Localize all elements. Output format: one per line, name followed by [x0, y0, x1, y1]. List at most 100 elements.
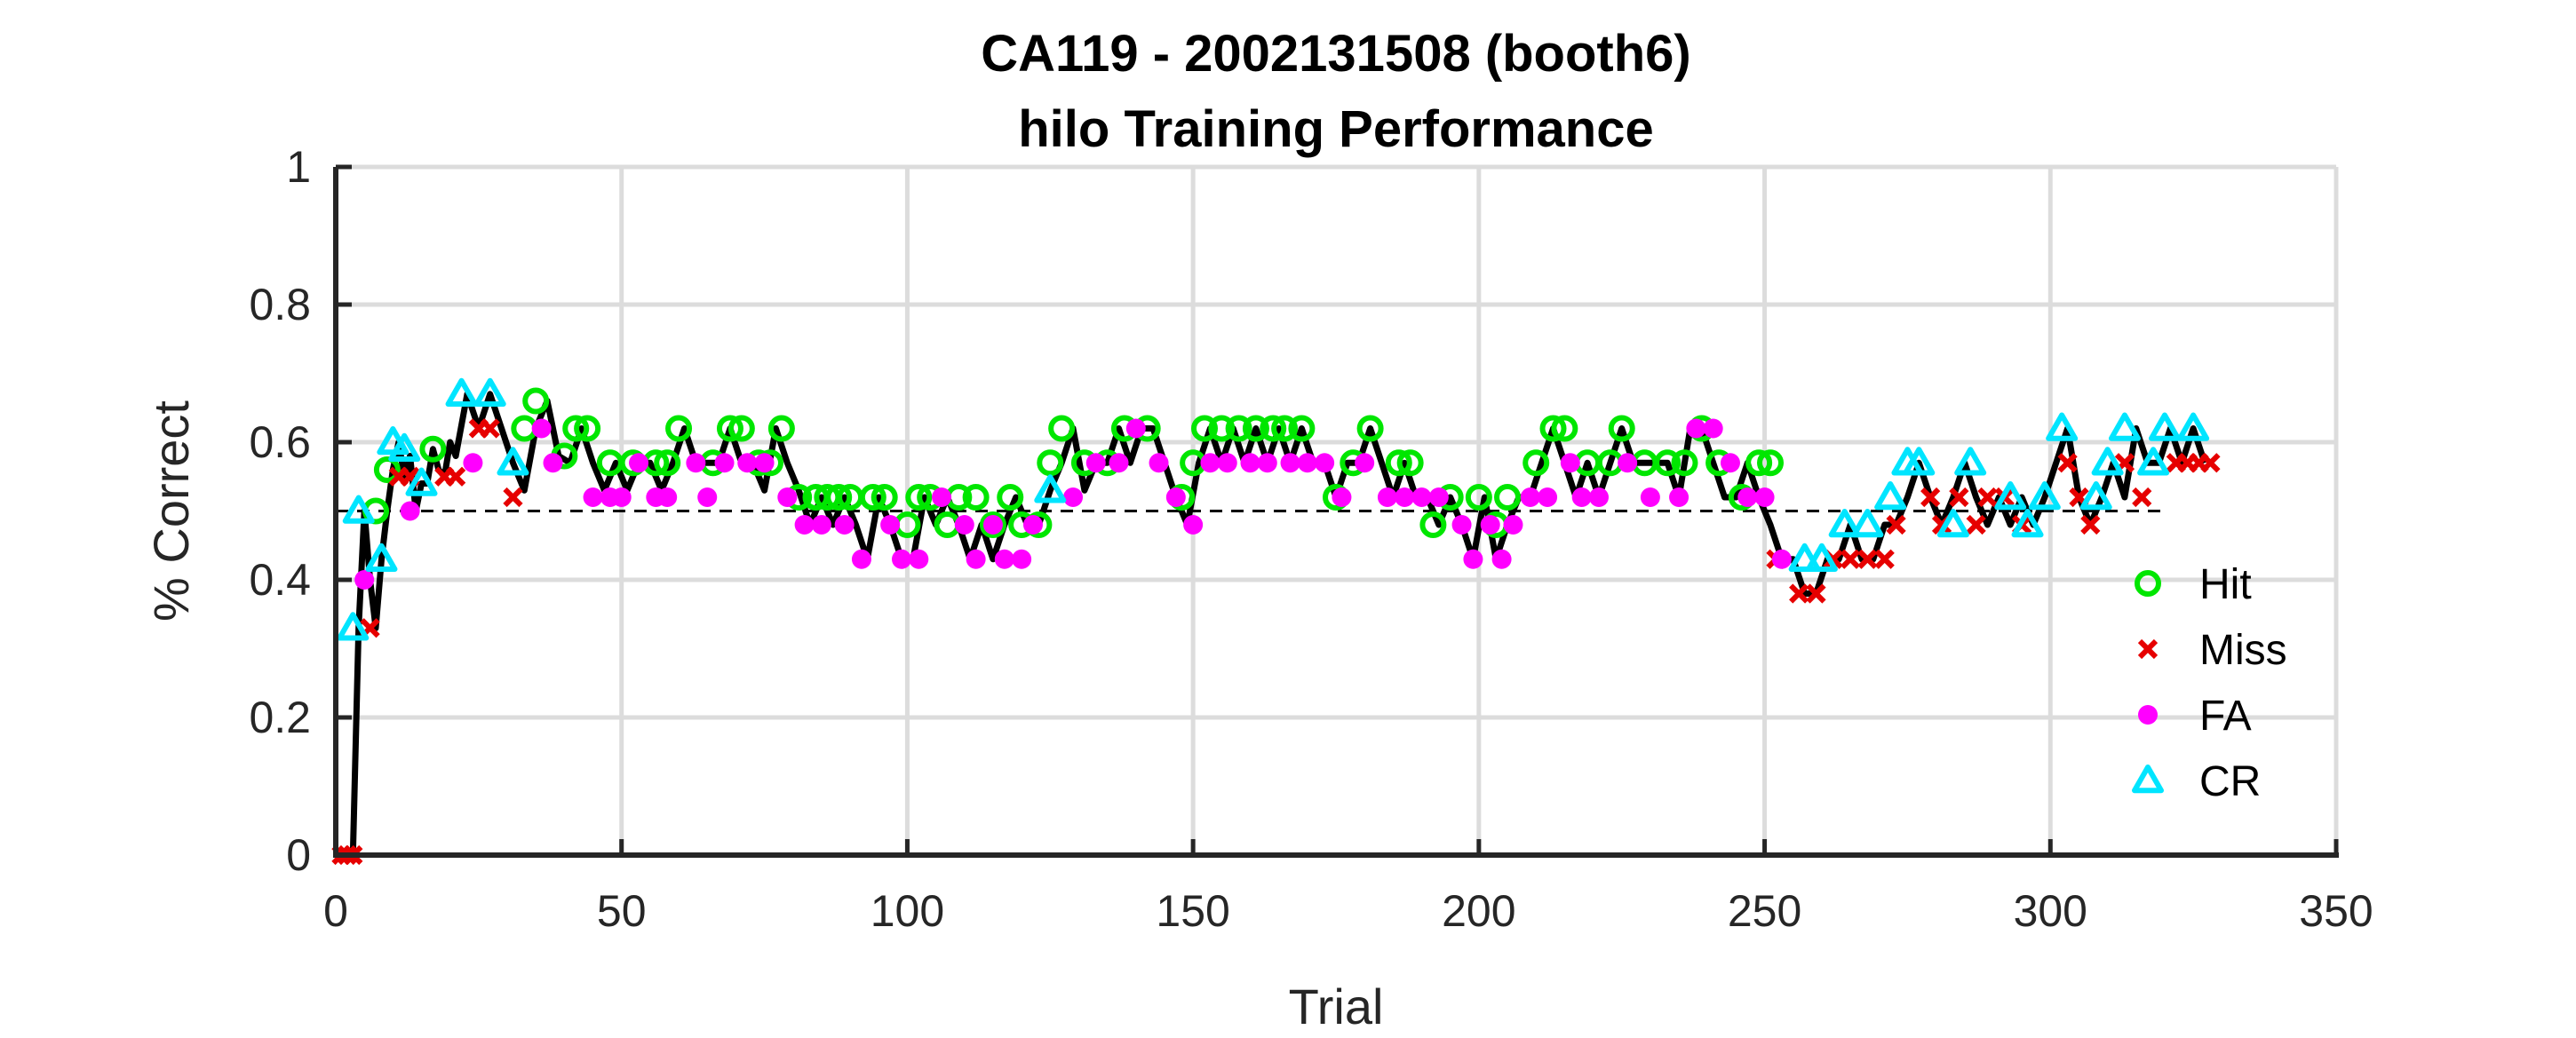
fa-point [657, 487, 678, 507]
miss-point [2200, 453, 2221, 473]
y-tick-label: 0.6 [249, 417, 311, 467]
hit-point [859, 484, 886, 511]
hit-point [419, 435, 447, 463]
fa-point [1332, 487, 1352, 507]
fa-point [932, 487, 952, 507]
fa-point [1280, 453, 1300, 473]
legend-label: CR [2199, 758, 2261, 805]
miss-point [480, 418, 500, 439]
miss-stroke [2080, 514, 2101, 535]
cr-point [2011, 509, 2044, 538]
hit-point [373, 456, 401, 483]
cr-point [388, 432, 421, 462]
x-tick-label: 200 [1442, 886, 1515, 936]
cr-point [2079, 481, 2112, 511]
cr-point [405, 467, 438, 496]
miss-stroke [2200, 453, 2221, 473]
fa-point [697, 487, 718, 507]
cr-point [1936, 509, 1969, 538]
cr-point [2137, 447, 2170, 476]
cr-point [2177, 412, 2210, 441]
fa-point [1411, 487, 1432, 507]
chart-title-line-2: hilo Training Performance [1018, 100, 1653, 158]
hit-point [962, 484, 990, 511]
cr-point [1034, 474, 1067, 503]
x-tick-label: 150 [1156, 886, 1229, 936]
fa-point [1451, 515, 1472, 535]
x-tick-label: 50 [597, 886, 647, 936]
chart-title-line-1: CA119 - 2002131508 (booth6) [981, 25, 1690, 83]
miss-legend-icon [2137, 638, 2159, 660]
fa-point [354, 570, 375, 590]
hit-point [1048, 415, 1076, 442]
hit-point [1671, 449, 1698, 477]
miss-stroke [1949, 487, 1969, 508]
fa-point [1538, 487, 1558, 507]
hit-point [727, 415, 755, 442]
fa-point [1240, 453, 1260, 473]
fa-point [1754, 487, 1775, 507]
miss-point [2132, 487, 2152, 508]
cr-point [1874, 481, 1907, 511]
fa-point [543, 453, 563, 473]
cr-point [365, 543, 398, 572]
miss-point [1806, 583, 1826, 604]
fa-point [777, 487, 798, 507]
fa-point [714, 453, 735, 473]
x-tick-label: 250 [1728, 886, 1801, 936]
fa-point [1571, 487, 1592, 507]
miss-stroke [1966, 514, 1986, 535]
cr-point [1805, 543, 1838, 572]
x-tick-label: 0 [323, 886, 348, 936]
hit-point [1191, 415, 1219, 442]
fa-point [954, 515, 974, 535]
fa-point [1463, 549, 1483, 569]
cr-point [497, 447, 529, 476]
fa-point [1703, 418, 1723, 439]
fa-point [1618, 453, 1638, 473]
fa-point [1125, 418, 1146, 439]
miss-stroke [445, 466, 466, 487]
x-tick-label: 300 [2014, 886, 2087, 936]
hit-point [1396, 449, 1424, 477]
hit-point [562, 415, 590, 442]
fa-point [400, 501, 420, 521]
fa-point [909, 549, 929, 569]
hit-point [767, 415, 795, 442]
miss-stroke [2069, 487, 2089, 508]
cr-point [1851, 509, 1884, 538]
hit-point [1271, 415, 1299, 442]
fa-legend-icon [2138, 705, 2158, 725]
hit-point [1419, 511, 1447, 538]
miss-stroke [1857, 549, 1878, 569]
fa-point [880, 515, 901, 535]
hit-point [1523, 449, 1550, 477]
miss-point [1920, 487, 1941, 508]
cr-point [2046, 412, 2079, 441]
miss-point [1857, 549, 1878, 569]
tick-labels: 0 50 100 150 200 250 300 350 0 0.2 0.4 0.6 0.8 1 [249, 142, 2373, 936]
cr-point [1828, 509, 1861, 538]
fa-point [966, 549, 986, 569]
cr-point [1994, 481, 2027, 511]
hit-point [979, 511, 1006, 538]
grid [336, 164, 2339, 855]
miss-point [445, 466, 466, 487]
cr-point [2148, 412, 2181, 441]
fa-point [754, 453, 775, 473]
fa-point [1640, 487, 1660, 507]
miss-stroke [1886, 514, 1906, 535]
fa-point [1149, 453, 1169, 473]
fa-point [611, 487, 632, 507]
fa-point [982, 515, 1003, 535]
fa-point [1257, 453, 1277, 473]
legend-entry-miss: Miss [2137, 627, 2287, 674]
hit-point [825, 484, 853, 511]
fa-point [1737, 487, 1758, 507]
fa-point [686, 453, 706, 473]
fa-point [794, 515, 815, 535]
series-fa [354, 418, 1792, 590]
fa-point [994, 549, 1014, 569]
fa-point [1355, 453, 1375, 473]
